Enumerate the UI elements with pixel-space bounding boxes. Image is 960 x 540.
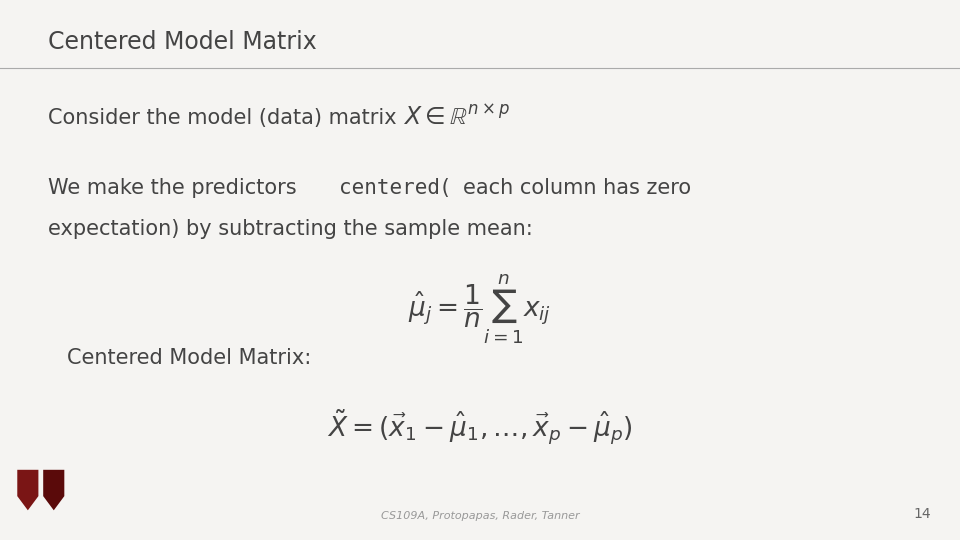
Text: 14: 14 (914, 507, 931, 521)
Text: We make the predictors: We make the predictors (48, 178, 303, 198)
Text: $\hat{\mu}_j = \dfrac{1}{n} \sum_{i=1}^{n} x_{ij}$: $\hat{\mu}_j = \dfrac{1}{n} \sum_{i=1}^{… (408, 273, 552, 346)
Text: centered: centered (339, 178, 440, 198)
Polygon shape (17, 470, 38, 510)
Text: $\tilde{X} = (\vec{x}_1 - \hat{\mu}_1, \ldots, \vec{x}_p - \hat{\mu}_p)$: $\tilde{X} = (\vec{x}_1 - \hat{\mu}_1, \… (327, 408, 633, 447)
Polygon shape (43, 470, 64, 510)
Text: Centered Model Matrix: Centered Model Matrix (48, 30, 317, 53)
Text: Consider the model (data) matrix: Consider the model (data) matrix (48, 108, 396, 128)
Text: Centered Model Matrix:: Centered Model Matrix: (67, 348, 311, 368)
Text: (  each column has zero: ( each column has zero (435, 178, 691, 198)
Text: CS109A, Protopapas, Rader, Tanner: CS109A, Protopapas, Rader, Tanner (381, 511, 579, 521)
Text: $X \in \mathbb{R}^{n\times p}$: $X \in \mathbb{R}^{n\times p}$ (403, 105, 511, 130)
Text: expectation) by subtracting the sample mean:: expectation) by subtracting the sample m… (48, 219, 533, 239)
